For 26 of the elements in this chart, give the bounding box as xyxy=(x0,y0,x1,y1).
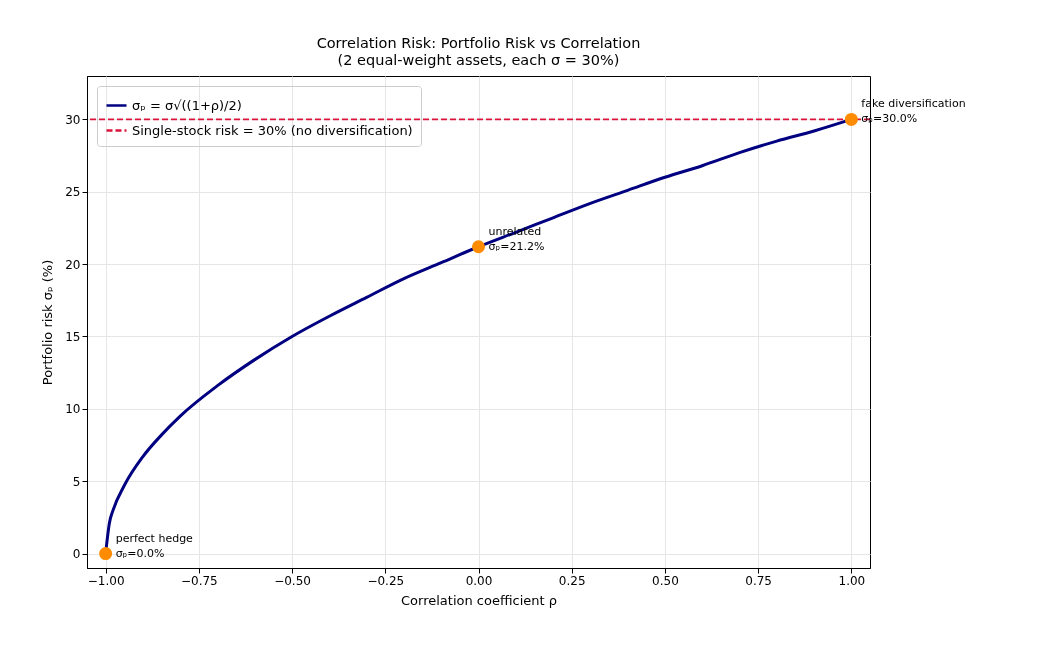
y-tick-label: 0 xyxy=(72,547,81,562)
x-tick-label: −0.25 xyxy=(367,573,405,588)
y-tick-label: 15 xyxy=(65,329,81,344)
x-tick-label: 0.25 xyxy=(558,573,586,588)
x-tick-label: −0.50 xyxy=(274,573,311,588)
x-tick-label: −1.00 xyxy=(87,573,125,588)
y-axis-title: Portfolio risk σₚ (%) xyxy=(40,259,56,386)
chart-subtitle: (2 equal-weight assets, each σ = 30%) xyxy=(337,51,620,68)
x-tick-label: 0.00 xyxy=(465,573,493,588)
y-tick-label: 5 xyxy=(72,474,81,489)
chart-title: Correlation Risk: Portfolio Risk vs Correlation xyxy=(316,35,641,51)
point xyxy=(471,240,486,254)
x-tick-label: −0.75 xyxy=(180,573,218,588)
legend-label: σₚ = σ√((1+ρ)/2) xyxy=(132,97,242,113)
y-tick-label: 10 xyxy=(65,402,81,417)
x-axis-title: Correlation coefficient ρ xyxy=(401,592,557,608)
x-tick-label: 1.00 xyxy=(838,573,866,588)
y-tick-label: 30 xyxy=(65,112,81,127)
y-tick-label: 20 xyxy=(65,257,81,272)
point xyxy=(99,547,113,561)
point xyxy=(844,112,858,126)
x-tick-label: 0.50 xyxy=(652,573,679,588)
x-tick-label: 0.75 xyxy=(745,573,772,588)
annotation: perfect hedge σₚ=0.0% xyxy=(115,531,194,560)
ref-line-label: Single-stock risk = 30% (no diversification) xyxy=(132,122,413,138)
y-tick-label: 25 xyxy=(65,185,81,200)
